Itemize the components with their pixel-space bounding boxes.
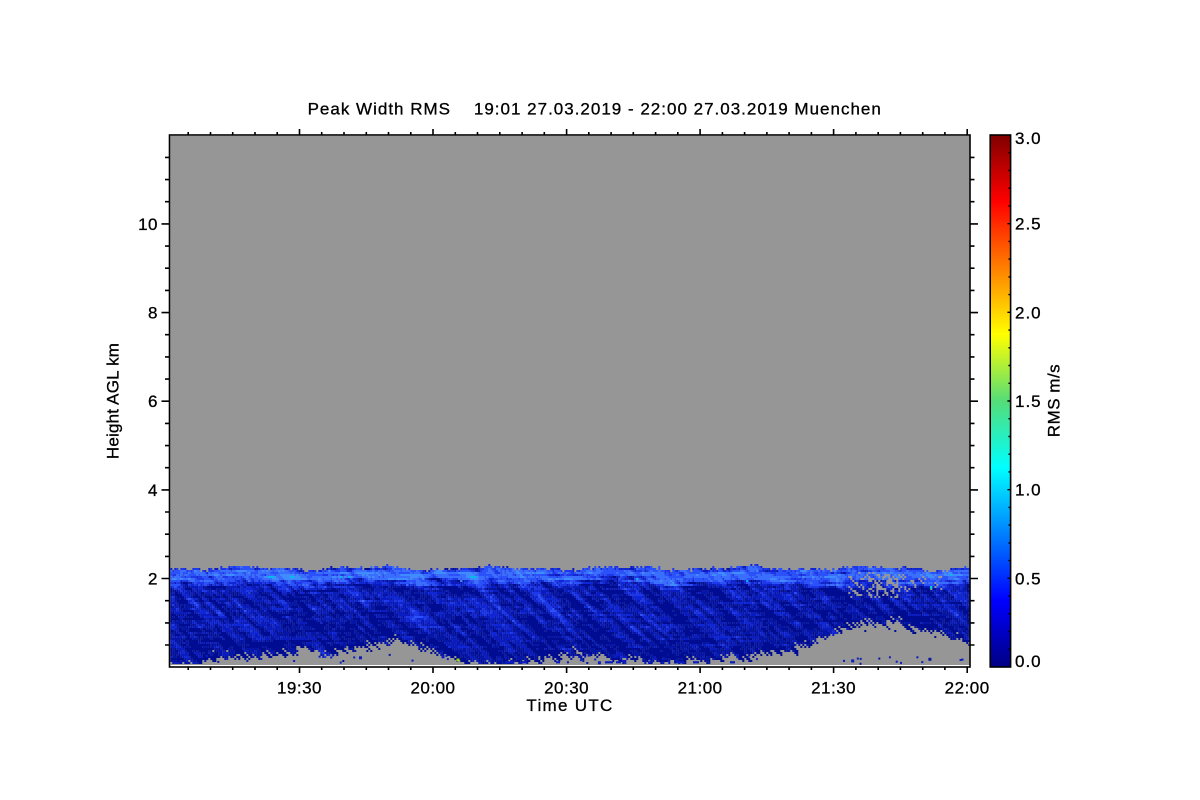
svg-text:0.0: 0.0 — [1015, 652, 1042, 671]
svg-text:0.5: 0.5 — [1015, 569, 1042, 588]
svg-text:2.0: 2.0 — [1015, 303, 1042, 322]
svg-text:4: 4 — [148, 481, 158, 500]
svg-text:Height AGL km: Height AGL km — [104, 343, 123, 459]
svg-text:20:00: 20:00 — [410, 679, 455, 698]
svg-text:19:30: 19:30 — [277, 679, 322, 698]
svg-text:20:30: 20:30 — [544, 679, 589, 698]
svg-text:6: 6 — [148, 392, 158, 411]
svg-text:Peak Width RMS 19:01 27.03.: Peak Width RMS 19:01 27.03.2019 - 22:00 … — [308, 100, 882, 119]
svg-text:22:00: 22:00 — [945, 679, 990, 698]
svg-text:10: 10 — [138, 215, 158, 234]
svg-text:2.5: 2.5 — [1015, 215, 1042, 234]
svg-text:1.5: 1.5 — [1015, 392, 1042, 411]
svg-text:RMS m/s: RMS m/s — [1045, 364, 1064, 437]
svg-text:1.0: 1.0 — [1015, 481, 1042, 500]
svg-text:2: 2 — [148, 570, 158, 589]
svg-text:21:00: 21:00 — [678, 679, 723, 698]
svg-text:3.0: 3.0 — [1015, 129, 1042, 148]
svg-text:8: 8 — [148, 304, 158, 323]
svg-text:Time UTC: Time UTC — [526, 696, 613, 715]
svg-text:21:30: 21:30 — [811, 679, 856, 698]
